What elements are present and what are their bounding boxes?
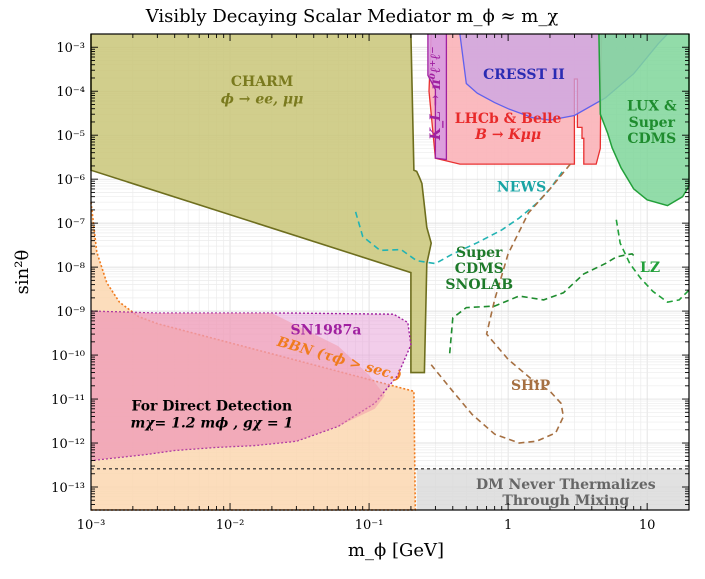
region-direct-detection (91, 311, 385, 461)
region-lux (598, 34, 689, 206)
x-tick-label: 1 (504, 518, 512, 533)
region-dm-never (416, 468, 689, 510)
y-tick-label: 10⁻¹⁰ (51, 349, 85, 364)
region-lhcb-belle-edge (428, 33, 603, 165)
region-kl-edge (427, 34, 448, 161)
y-tick-label: 10⁻⁹ (56, 305, 85, 320)
direct-detection-label: For Direct Detection mχ= 1.2 mϕ , gχ = 1 (131, 398, 294, 431)
y-tick-label: 10⁻³ (56, 41, 85, 56)
axis-ticks (90, 33, 690, 511)
x-tick-label: 10⁻² (216, 518, 245, 533)
plot-frame (90, 33, 690, 511)
y-tick-label: 10⁻⁷ (56, 217, 85, 232)
tick-labels: 10⁻³ 10⁻² 10⁻¹ 1 10 10⁻¹³ 10⁻¹² 10⁻¹¹ 10⁻¹⁰ 10⁻⁹ 1… (51, 41, 655, 533)
region-labels: CHARM ϕ → ee, μμ CRESST II LHCb & Belle B → … (131, 46, 677, 509)
cresst-label: CRESST II (483, 67, 565, 83)
lux-label: LUX & Super CDMS (627, 99, 677, 147)
region-lux-edge (598, 33, 690, 207)
region-charm (91, 34, 432, 373)
region-sn1987a-edge (90, 310, 412, 462)
curves (91, 163, 690, 470)
lhcb-label: LHCb & Belle B → Kμμ (455, 111, 562, 143)
x-axis-label: m_ϕ [GeV] (348, 540, 444, 561)
dm-never-label: DM Never Thermalizes Through Mixing (476, 477, 656, 509)
curve-lz (615, 219, 690, 303)
y-tick-label: 10⁻⁴ (56, 85, 85, 100)
curve-supercdms-snolab (448, 253, 636, 354)
charm-label: CHARM ϕ → ee, μμ (221, 74, 304, 107)
x-tick-label: 10⁻¹ (355, 518, 384, 533)
ship-label: SHiP (511, 378, 551, 394)
y-tick-label: 10⁻⁸ (56, 261, 85, 276)
y-tick-label: 10⁻⁵ (56, 129, 85, 144)
sn1987a-label: SN1987a (291, 323, 362, 339)
y-tick-label: 10⁻¹³ (51, 481, 85, 496)
regions (90, 33, 690, 511)
y-tick-label: 10⁻¹² (51, 437, 85, 452)
chart-title: Visibly Decaying Scalar Mediator m_ϕ ≈ m… (145, 6, 559, 27)
x-tick-label: 10 (639, 518, 656, 533)
x-tick-label: 10⁻³ (77, 518, 106, 533)
supercdms-label: Super CDMS SNOLAB (445, 245, 513, 293)
y-tick-label: 10⁻⁶ (56, 173, 85, 188)
curve-shiP (430, 163, 571, 444)
region-kl (427, 34, 447, 160)
lz-label: LZ (640, 260, 660, 276)
kl-label: K_L → π⁰ℓ⁺ℓ⁻ (428, 46, 444, 141)
news-label: NEWS (497, 180, 546, 196)
y-axis-label: sin²θ (12, 250, 33, 295)
y-tick-label: 10⁻¹¹ (51, 393, 85, 408)
region-charm-edge (90, 33, 433, 374)
